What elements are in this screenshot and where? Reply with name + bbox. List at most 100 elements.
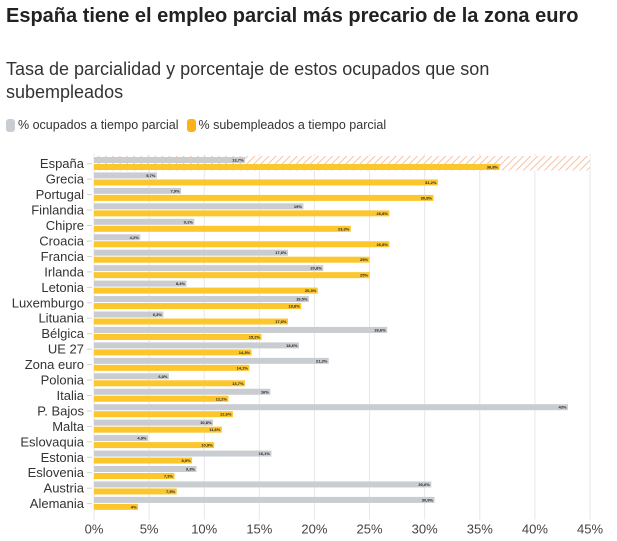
data-label: 13,7% — [232, 158, 244, 163]
category-label: Irlanda — [44, 264, 85, 279]
data-label: 31,2% — [425, 180, 437, 185]
bar-subempleados[interactable] — [94, 411, 233, 418]
bar-subempleados[interactable] — [94, 241, 390, 248]
data-label: 14,3% — [239, 350, 251, 355]
chart-title: España tiene el empleo parcial más preca… — [6, 5, 579, 27]
bar-subempleados[interactable] — [94, 179, 438, 186]
bar-ocupados[interactable] — [94, 249, 288, 256]
category-label: UE 27 — [48, 342, 84, 357]
bar-ocupados[interactable] — [94, 187, 182, 194]
bar-ocupados[interactable] — [94, 326, 388, 333]
bar-subempleados[interactable] — [94, 457, 193, 464]
category-label: Chipre — [46, 218, 84, 233]
bar-subempleados[interactable] — [94, 488, 177, 495]
data-label: 17,6% — [275, 319, 287, 324]
bar-ocupados[interactable] — [94, 218, 195, 225]
category-label: Grecia — [46, 172, 85, 187]
bar-ocupados[interactable] — [94, 234, 141, 241]
data-label: 16,1% — [259, 451, 271, 456]
legend-item-subempleados[interactable]: % subempleados a tiempo parcial — [186, 118, 386, 132]
bar-ocupados[interactable] — [94, 466, 197, 472]
bar-subempleados[interactable] — [94, 380, 246, 387]
category-label: Croacia — [39, 233, 85, 248]
bar-subempleados[interactable] — [94, 426, 222, 433]
x-tick-label: 15% — [246, 521, 272, 536]
bar-subempleados[interactable] — [94, 364, 250, 371]
x-axis: 0% 5% 10% 15% 20% 25% 30% 35% 40% 45% — [85, 521, 604, 536]
data-label: 7,3% — [164, 474, 174, 479]
category-label: Eslovaquia — [20, 434, 84, 449]
category-label: Polonia — [41, 373, 85, 388]
data-label: 9,3% — [186, 467, 196, 472]
data-label: 26,6% — [374, 327, 386, 332]
bar-subempleados[interactable] — [94, 303, 302, 310]
bar-ocupados[interactable] — [94, 450, 272, 457]
labels-layer: España 13,7% 36,8% Grecia 5,7% 31,2% Portugal 7… — [12, 156, 567, 511]
data-label: 4,2% — [130, 235, 140, 240]
bar-ocupados[interactable] — [94, 280, 187, 287]
data-label: 18,6% — [286, 343, 298, 348]
bar-subempleados[interactable] — [94, 164, 500, 170]
bar-subempleados[interactable] — [94, 287, 318, 294]
x-tick-label: 40% — [522, 521, 548, 536]
legend-item-ocupados[interactable]: % ocupados a tiempo parcial — [6, 118, 179, 132]
bar-ocupados[interactable] — [94, 481, 432, 488]
data-label: 12,2% — [216, 396, 228, 401]
legend: % ocupados a tiempo parcial % subemplead… — [6, 118, 386, 132]
bar-ocupados[interactable] — [94, 265, 324, 272]
category-label: Francia — [41, 249, 85, 264]
bar-subempleados[interactable] — [94, 473, 175, 479]
data-label: 15,2% — [249, 334, 261, 339]
bars-layer — [94, 157, 568, 510]
bar-ocupados[interactable] — [94, 388, 271, 395]
data-label: 17,6% — [275, 250, 287, 255]
bar-subempleados[interactable] — [94, 395, 229, 402]
data-label: 4,9% — [137, 436, 147, 441]
bar-subempleados[interactable] — [94, 442, 215, 449]
bar-subempleados[interactable] — [94, 272, 370, 279]
bar-subempleados[interactable] — [94, 210, 390, 217]
data-label: 26,8% — [377, 242, 389, 247]
data-label: 20,3% — [305, 288, 317, 293]
bar-subempleados[interactable] — [94, 349, 252, 356]
bar-ocupados[interactable] — [94, 419, 214, 426]
data-label: 8,4% — [176, 281, 186, 286]
legend-swatch-gray — [6, 118, 15, 132]
category-label: Letonia — [41, 280, 84, 295]
bar-ocupados[interactable] — [94, 172, 157, 179]
data-label: 21,3% — [316, 358, 328, 363]
category-label: Finlandia — [31, 203, 85, 218]
bar-ocupados[interactable] — [94, 203, 304, 210]
bar-subempleados[interactable] — [94, 225, 351, 232]
data-label: 30,8% — [421, 195, 433, 200]
data-label: 12,6% — [220, 412, 232, 417]
bar-subempleados[interactable] — [94, 333, 262, 340]
data-label: 19% — [294, 204, 302, 209]
category-label: Austria — [44, 481, 85, 496]
bar-ocupados[interactable] — [94, 496, 435, 503]
category-label: Zona euro — [25, 357, 84, 372]
bar-subempleados[interactable] — [94, 318, 288, 325]
data-label: 7,5% — [166, 489, 176, 494]
data-label: 10,8% — [200, 420, 212, 425]
bar-ocupados[interactable] — [94, 157, 246, 163]
category-label: Luxemburgo — [12, 295, 84, 310]
bar-subempleados[interactable] — [94, 194, 434, 201]
data-label: 19,5% — [296, 297, 308, 302]
bar-ocupados[interactable] — [94, 342, 300, 349]
x-tick-label: 0% — [85, 521, 104, 536]
bar-ocupados[interactable] — [94, 357, 329, 364]
bar-ocupados[interactable] — [94, 296, 309, 303]
bar-ocupados[interactable] — [94, 435, 149, 442]
data-label: 7,9% — [170, 188, 180, 193]
bar-ocupados[interactable] — [94, 311, 164, 318]
x-tick-label: 5% — [140, 521, 159, 536]
bar-subempleados[interactable] — [94, 503, 139, 510]
x-tick-label: 20% — [301, 521, 327, 536]
data-label: 18,8% — [288, 304, 300, 309]
bar-ocupados[interactable] — [94, 373, 169, 380]
x-tick-label: 45% — [577, 521, 603, 536]
bar-ocupados[interactable] — [94, 404, 568, 411]
bar-subempleados[interactable] — [94, 256, 370, 263]
category-label: Estonia — [41, 450, 85, 465]
